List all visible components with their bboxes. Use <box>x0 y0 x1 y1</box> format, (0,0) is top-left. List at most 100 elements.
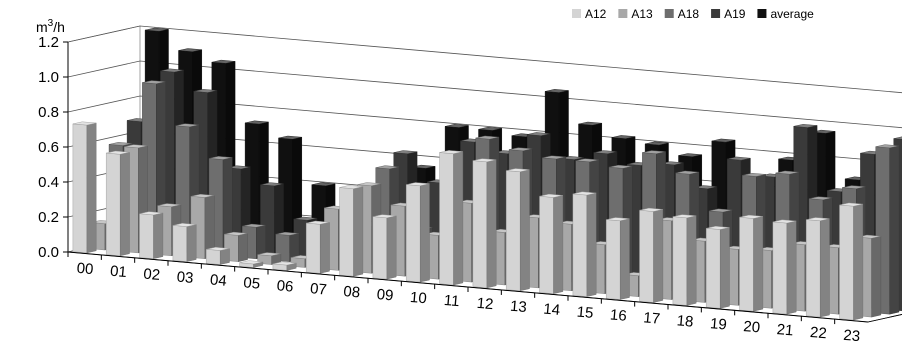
bar-top-face <box>278 135 302 140</box>
bar-front-face <box>306 222 321 274</box>
bar-side-face <box>586 192 597 297</box>
bar-side-face <box>686 215 697 306</box>
bar <box>506 168 530 292</box>
bar-top-face <box>272 261 297 266</box>
bar-top-face <box>472 158 497 163</box>
legend-item: A13 <box>618 7 653 21</box>
x-tick-label: 08 <box>343 283 361 301</box>
x-tick-label: 00 <box>76 260 94 278</box>
bar-top-face <box>811 129 836 134</box>
bar <box>839 202 864 321</box>
bar-top-face <box>672 214 697 219</box>
x-tick-label: 07 <box>309 280 327 298</box>
bar-top-face <box>572 191 597 196</box>
legend-label: A18 <box>678 7 700 21</box>
bar-top-face <box>178 48 202 53</box>
bar-front-face <box>72 123 88 254</box>
bar-top-face <box>293 216 318 221</box>
x-tick-label: 19 <box>709 315 727 333</box>
bar <box>539 193 564 294</box>
bar-top-face <box>560 156 584 160</box>
bar-front-face <box>539 195 554 294</box>
bar <box>205 246 230 265</box>
bar-top-face <box>742 172 766 177</box>
bar-top-face <box>372 214 397 219</box>
bar-front-face <box>739 216 754 312</box>
bar-side-face <box>520 169 530 292</box>
bar-side-face <box>889 145 900 315</box>
bar-front-face <box>672 216 688 306</box>
bar-side-face <box>820 218 830 318</box>
bar-front-face <box>706 228 721 309</box>
bar-top-face <box>245 120 269 125</box>
bar-front-face <box>506 170 521 292</box>
bar-front-face <box>806 219 821 318</box>
x-tick-label: 14 <box>543 301 561 319</box>
bar-side-face <box>320 221 330 274</box>
y-tick-label: 1.0 <box>38 69 59 86</box>
bar-top-face <box>660 161 684 166</box>
bar-front-face <box>439 152 454 286</box>
bars <box>72 27 902 321</box>
bar-side-face <box>553 195 564 294</box>
bar-top-face <box>678 153 702 158</box>
bar-top-face <box>539 193 563 198</box>
bar-top-face <box>708 208 733 213</box>
bar-side-face <box>386 215 397 280</box>
bar-top-face <box>106 150 130 155</box>
bar-front-face <box>372 216 388 280</box>
y-tick-label: 0.6 <box>38 139 59 156</box>
bar-top-face <box>675 170 700 175</box>
x-tick-label: 23 <box>843 327 861 344</box>
bar-top-face <box>593 150 618 155</box>
bar-top-face <box>175 123 200 128</box>
bar-top-face <box>439 150 463 154</box>
bar-top-face <box>775 170 800 175</box>
bar-top-face <box>545 89 569 93</box>
legend-item: average <box>757 7 814 21</box>
bar-side-face <box>453 151 464 286</box>
gridline <box>67 60 902 129</box>
bar-side-face <box>786 220 797 315</box>
bar-top-face <box>393 150 418 155</box>
bar-top-face <box>639 207 663 212</box>
bar-top-face <box>275 231 300 236</box>
bar-top-face <box>145 27 169 32</box>
x-tick-label: 13 <box>509 298 527 316</box>
floor-right-edge <box>867 314 902 323</box>
x-tick-label: 17 <box>643 309 661 327</box>
legend-swatch <box>618 9 628 18</box>
legend-swatch <box>572 9 581 18</box>
y-tick-label: 0.8 <box>38 104 59 121</box>
bar-front-face <box>339 187 354 277</box>
bar-top-face <box>642 150 666 155</box>
bar-side-face <box>219 248 230 265</box>
bar <box>639 207 664 303</box>
bar-top-face <box>772 219 797 224</box>
legend-item: A18 <box>664 7 700 21</box>
bar <box>706 225 730 309</box>
bar-top-face <box>506 168 530 173</box>
bar-top-face <box>711 138 736 143</box>
unit-label: m3/h <box>36 18 65 35</box>
bar <box>272 261 297 271</box>
y-tick-label: 0.0 <box>38 244 59 261</box>
x-tick-label: 18 <box>676 312 694 330</box>
bar-side-face <box>720 227 730 309</box>
x-tick-label: 03 <box>176 269 194 287</box>
bar <box>306 220 330 274</box>
bar <box>372 214 397 280</box>
bar-top-face <box>206 246 230 251</box>
bar-top-face <box>157 203 181 208</box>
bar <box>606 217 630 300</box>
bar-front-face <box>205 249 221 265</box>
bar-front-face <box>572 193 588 297</box>
x-tick-label: 10 <box>409 289 427 307</box>
bar-top-face <box>706 225 730 230</box>
bar <box>172 223 197 262</box>
bar-front-face <box>472 160 488 289</box>
bar-top-face <box>606 217 630 222</box>
x-tick-label: 12 <box>476 295 494 313</box>
bar-side-face <box>871 235 882 318</box>
y-tick-label: 0.4 <box>38 174 59 191</box>
